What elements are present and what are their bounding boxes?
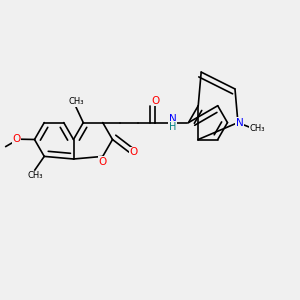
Text: CH₃: CH₃: [27, 171, 43, 180]
Text: CH₃: CH₃: [249, 124, 265, 133]
Text: N: N: [236, 118, 243, 128]
Text: O: O: [13, 134, 21, 144]
Text: O: O: [151, 96, 160, 106]
Text: CH₃: CH₃: [68, 97, 84, 106]
Text: O: O: [99, 157, 107, 167]
Text: O: O: [129, 147, 137, 157]
Text: N: N: [169, 114, 177, 124]
Text: H: H: [169, 122, 177, 131]
